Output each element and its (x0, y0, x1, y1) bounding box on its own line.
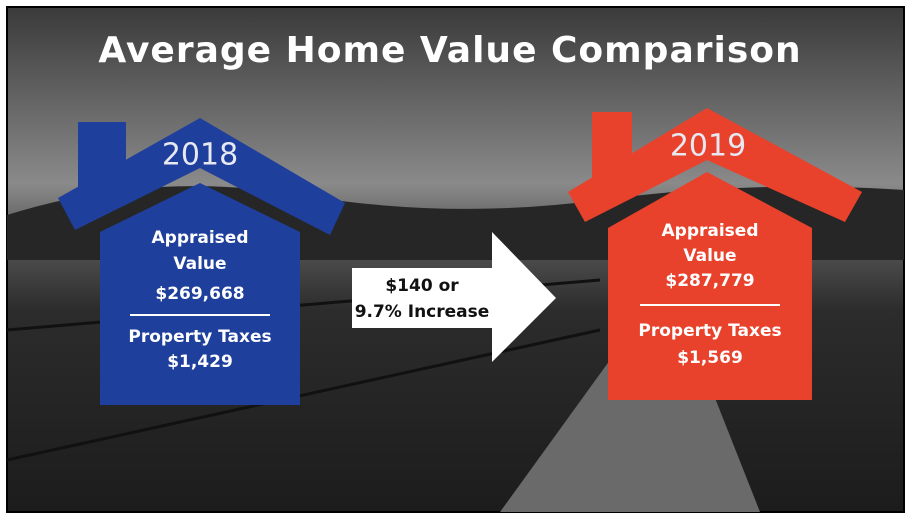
roof (58, 118, 345, 235)
house-2019: 2019 Appraised Value $287,779 Property T… (568, 108, 862, 400)
label: Value (683, 246, 736, 266)
title: Average Home Value Comparison (98, 30, 801, 71)
value: $269,668 (155, 284, 244, 304)
value: $1,569 (677, 348, 743, 368)
house-body (608, 172, 812, 400)
label: Property Taxes (638, 321, 781, 341)
arrow-text: 9.7% Increase (355, 302, 490, 322)
label: Appraised (662, 221, 759, 241)
house-2018: 2018 Appraised Value $269,668 Property T… (58, 118, 345, 405)
year: 2018 (162, 138, 238, 173)
roof (568, 108, 862, 222)
year: 2019 (670, 129, 746, 164)
arrow-text: $140 or (385, 276, 459, 296)
label: Property Taxes (128, 327, 271, 347)
label: Appraised (152, 228, 249, 248)
arrow: $140 or 9.7% Increase (352, 232, 556, 362)
value: $287,779 (665, 271, 754, 291)
house-body (100, 183, 300, 405)
arrow-shape (352, 232, 556, 362)
label: Value (173, 254, 226, 274)
value: $1,429 (167, 352, 233, 372)
